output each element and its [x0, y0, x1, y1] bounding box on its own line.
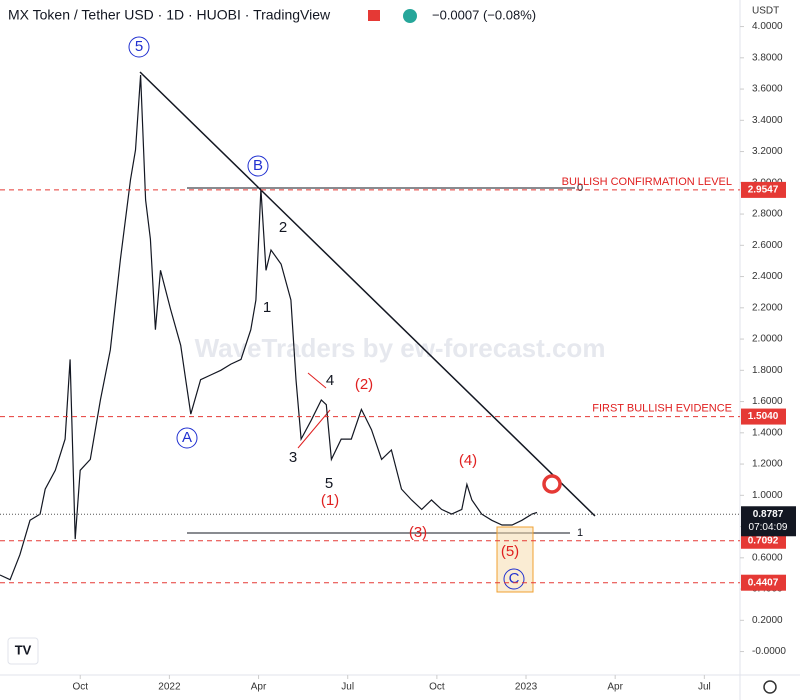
wedge-line: [307, 372, 327, 389]
wave-label: (5): [501, 543, 519, 560]
y-tick-label: 1.2000: [752, 459, 783, 470]
y-tick-label: 3.8000: [752, 52, 783, 63]
y-tick-label: 2.6000: [752, 240, 783, 251]
last-price-label: 0.8787: [753, 509, 784, 520]
price-change: −0.0007 (−0.08%): [432, 7, 536, 22]
logo-icon[interactable]: TV: [15, 642, 32, 657]
settings-icon[interactable]: [763, 680, 777, 694]
wave-label: 3: [289, 449, 297, 466]
y-tick-label: 1.8000: [752, 365, 783, 376]
trendline: [139, 71, 596, 517]
y-tick-label: 0.2000: [752, 615, 783, 626]
y-tick-label: 1.4000: [752, 427, 783, 438]
wave-label: A: [182, 429, 192, 446]
y-tick-label: 2.4000: [752, 271, 783, 282]
x-tick-label: Oct: [429, 682, 445, 693]
y-tick-label: 3.2000: [752, 146, 783, 157]
y-tick-label: 2.0000: [752, 334, 783, 345]
status-icon: [403, 9, 417, 23]
symbol-title: MX Token / Tether USD · 1D · HUOBI · Tra…: [8, 7, 331, 23]
flag-icon[interactable]: [368, 10, 380, 21]
last-price-tag: [741, 506, 796, 537]
wave-label: 5: [135, 38, 143, 55]
wave-label: (2): [355, 376, 373, 393]
y-tick-label: 3.4000: [752, 115, 783, 126]
wave-label: C: [509, 570, 520, 587]
y-tick-label: -0.0000: [752, 646, 786, 657]
x-tick-label: Oct: [72, 682, 88, 693]
y-tick-label: 2.8000: [752, 209, 783, 220]
watermark: WaveTraders by ew-forecast.com: [195, 333, 606, 363]
target-box: [496, 526, 534, 593]
x-tick-label: 2023: [515, 682, 538, 693]
price-line: [0, 74, 538, 581]
y-tick-label: 4.0000: [752, 21, 783, 32]
price-tag-label: 0.4407: [748, 577, 779, 588]
y-tick-label: 1.0000: [752, 490, 783, 501]
y-tick-label: 0.6000: [752, 552, 783, 563]
wave-label: (1): [321, 492, 339, 509]
price-tag: [741, 532, 786, 549]
wave-label: (4): [459, 452, 477, 469]
wave-circle: [128, 36, 150, 58]
wave-label: 2: [279, 219, 287, 236]
price-tag: [741, 181, 786, 198]
fib-label: 1: [577, 527, 583, 539]
fib-label: 0: [577, 182, 583, 194]
wave-circle: [503, 568, 525, 590]
currency[interactable]: USDT: [752, 6, 779, 17]
price-tag-label: 0.7092: [748, 535, 779, 546]
y-tick-label: 1.6000: [752, 396, 783, 407]
logo[interactable]: [7, 637, 39, 665]
y-tick-label: 3.6000: [752, 84, 783, 95]
x-tick-label: Jul: [341, 682, 354, 693]
breakout-marker: [542, 474, 562, 494]
level-name: BULLISH CONFIRMATION LEVEL: [562, 176, 732, 188]
x-tick-label: Apr: [607, 682, 623, 693]
x-tick-label: 2022: [158, 682, 181, 693]
wave-label: 5: [325, 475, 333, 492]
countdown: 07:04:09: [749, 522, 788, 533]
price-tag-label: 1.5040: [748, 411, 779, 422]
wave-circle: [176, 427, 198, 449]
x-tick-label: Apr: [251, 682, 267, 693]
price-tag-label: 2.9547: [748, 185, 779, 196]
wave-label: B: [253, 157, 263, 174]
price-tag: [741, 408, 786, 425]
wave-circle: [247, 155, 269, 177]
level-name: FIRST BULLISH EVIDENCE: [592, 402, 732, 414]
wave-label: 1: [263, 299, 271, 316]
price-tag: [741, 574, 786, 591]
wave-label: (3): [409, 524, 427, 541]
wave-label: 4: [326, 372, 334, 389]
x-tick-label: Jul: [698, 682, 711, 693]
y-tick-label: 2.2000: [752, 302, 783, 313]
